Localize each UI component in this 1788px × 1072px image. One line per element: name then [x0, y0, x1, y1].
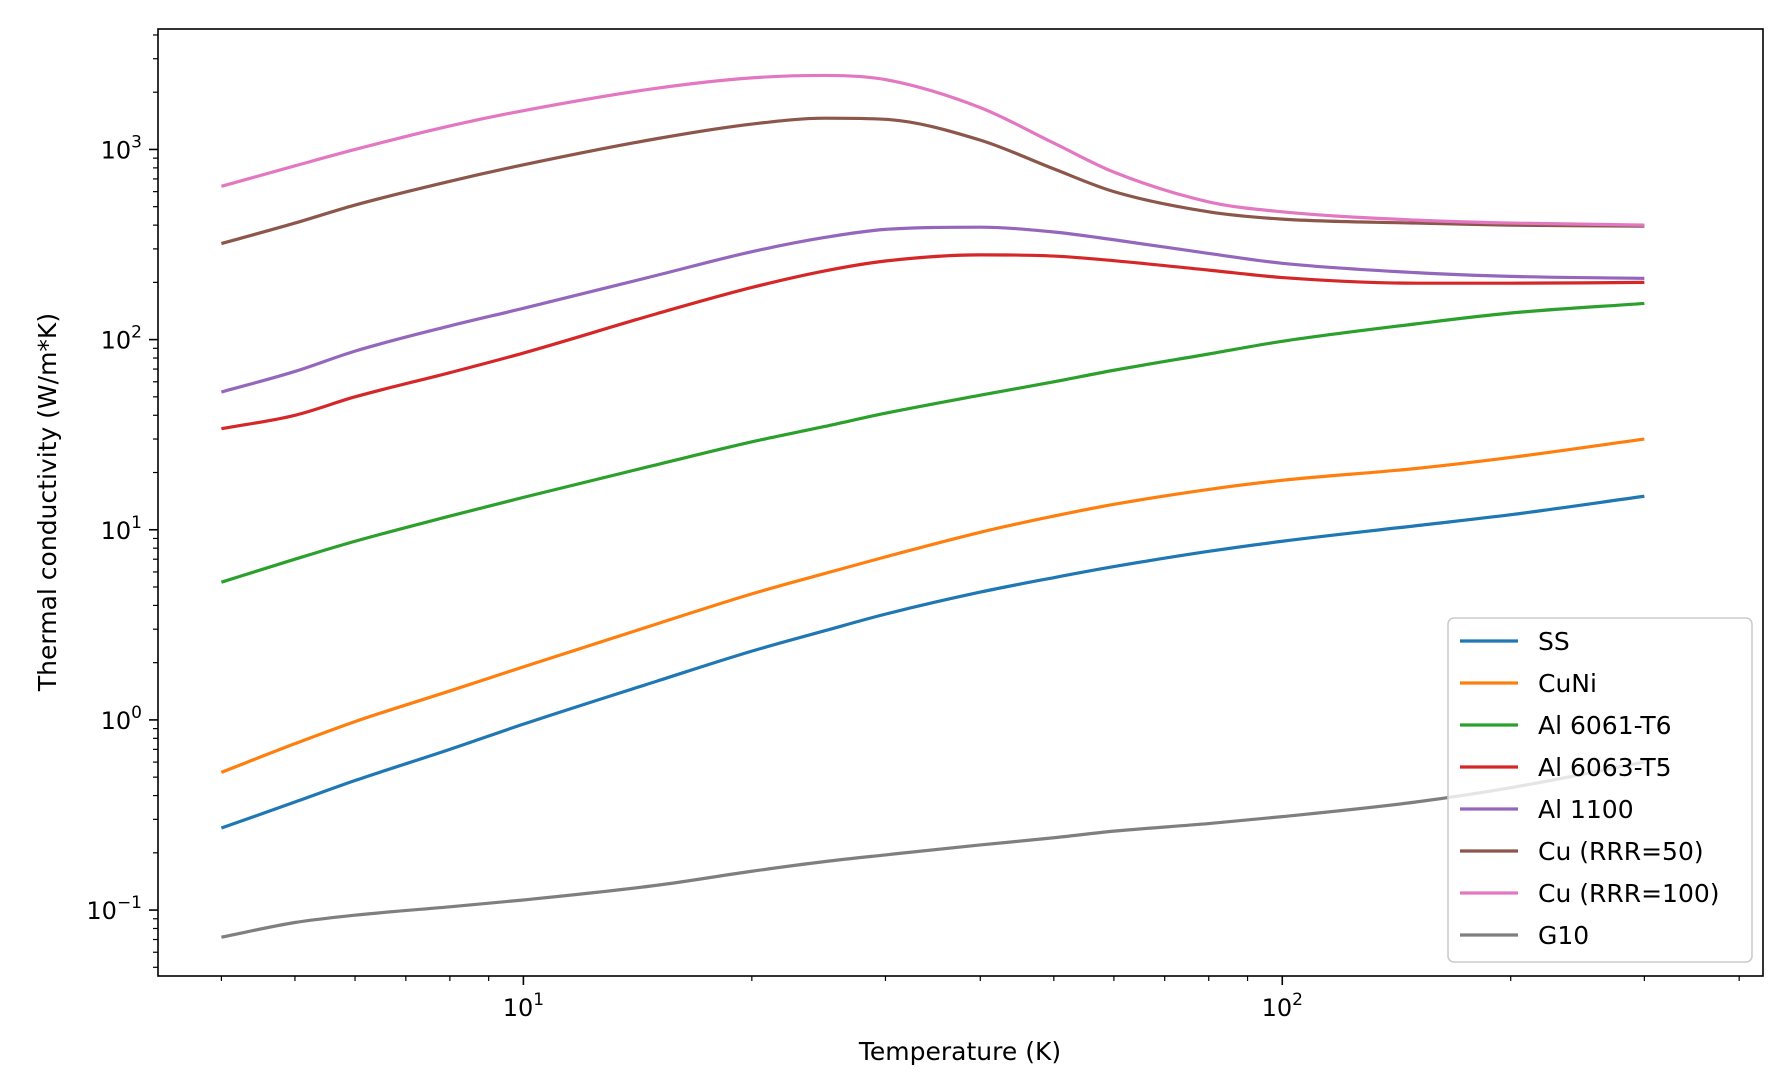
- legend-label: G10: [1538, 921, 1589, 950]
- tick-layer: 101 102 10−1 100 101 102 103: [86, 34, 1740, 1022]
- legend-label: Cu (RRR=50): [1538, 837, 1704, 866]
- legend-label: SS: [1538, 627, 1570, 656]
- legend: SS CuNi Al 6061-T6 Al 6063-T5 Al 1100 Cu (RRR…: [1447, 617, 1753, 963]
- series-line-al-1100: [220, 225, 1645, 394]
- y-tick-label: 103: [101, 132, 142, 164]
- series-line-cu-rrr-50: [220, 116, 1645, 246]
- y-tick-label: 101: [101, 513, 142, 545]
- legend-label: Al 6063-T5: [1538, 753, 1672, 782]
- x-axis-label: Temperature (K): [858, 1037, 1061, 1066]
- series-line-ss: [220, 494, 1645, 830]
- legend-label: Al 1100: [1538, 795, 1634, 824]
- series-line-g10: [221, 760, 1645, 939]
- legend-label: Al 6061-T6: [1538, 711, 1672, 740]
- x-tick-label: 102: [1262, 990, 1303, 1022]
- legend-label: Cu (RRR=100): [1538, 879, 1720, 908]
- y-tick-label: 10−1: [86, 893, 142, 925]
- y-tick-label: 100: [101, 703, 142, 735]
- y-tick-label: 102: [101, 323, 142, 355]
- series-line-cuni: [220, 437, 1645, 774]
- legend-box: [1447, 617, 1753, 963]
- series-layer: [220, 73, 1645, 939]
- legend-label: CuNi: [1538, 669, 1597, 698]
- series-line-al-6063-t5: [221, 253, 1645, 431]
- series-line-al-6061-t6: [220, 301, 1645, 584]
- series-line-cu-rrr-100: [220, 73, 1645, 227]
- y-axis-label: Thermal conductivity (W/m*K): [33, 313, 62, 692]
- x-tick-label: 101: [503, 990, 544, 1022]
- plot-frame: [157, 28, 1764, 977]
